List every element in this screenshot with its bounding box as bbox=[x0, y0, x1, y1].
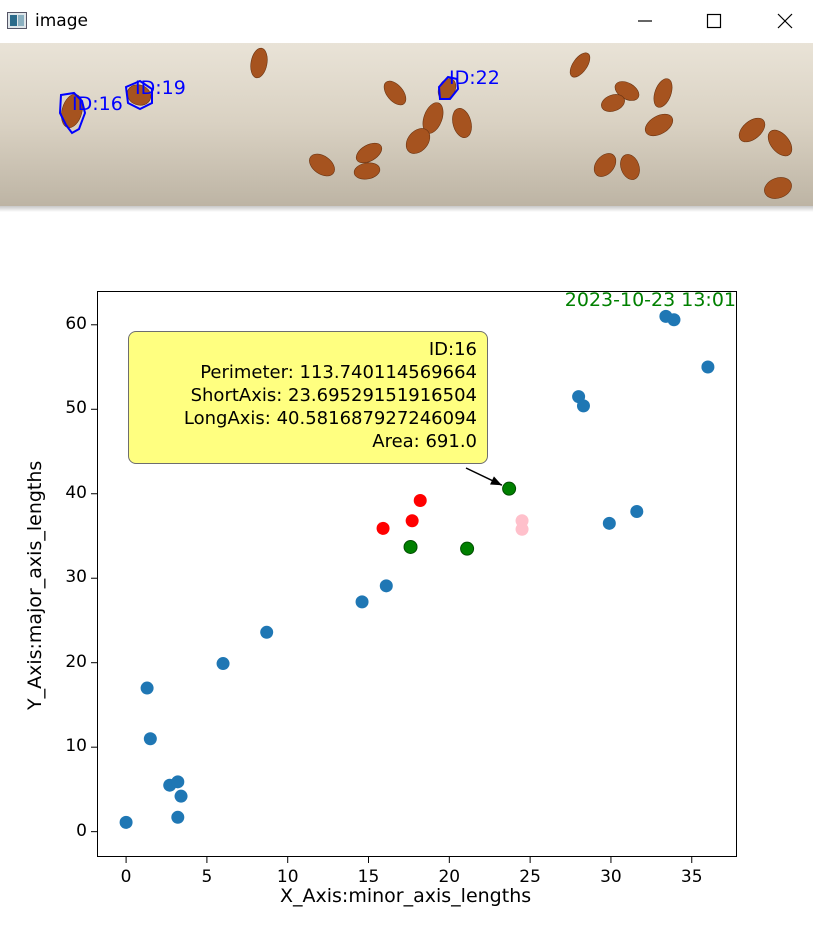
contour-labels: ID:16 ID:19 ID:22 bbox=[72, 67, 500, 115]
seed-photo: ID:16 ID:19 ID:22 bbox=[0, 43, 813, 206]
x-tick-label: 35 bbox=[680, 867, 703, 887]
y-tick-label: 40 bbox=[65, 482, 87, 503]
y-tick-label: 0 bbox=[76, 820, 87, 841]
window-titlebar: image bbox=[0, 0, 813, 43]
x-tick-label: 25 bbox=[519, 867, 541, 887]
contour-label: ID:16 bbox=[72, 93, 123, 115]
contour-label: ID:22 bbox=[449, 67, 500, 89]
tooltip-long-axis: LongAxis: 40.581687927246094 bbox=[183, 408, 477, 429]
axis-ticks bbox=[91, 324, 693, 863]
seed bbox=[126, 84, 152, 106]
tooltip-area: Area: 691.0 bbox=[372, 431, 477, 452]
x-tick-label: 5 bbox=[201, 867, 213, 887]
maximize-button[interactable] bbox=[691, 0, 737, 43]
minimize-button[interactable] bbox=[622, 0, 668, 43]
seed bbox=[764, 177, 792, 199]
tooltip-short-axis: ShortAxis: 23.69529151916504 bbox=[190, 385, 477, 406]
data-point[interactable] bbox=[376, 521, 390, 535]
tooltip-perimeter: Perimeter: 113.740114569664 bbox=[200, 362, 477, 383]
seed bbox=[355, 142, 383, 164]
x-tick-label: 20 bbox=[438, 867, 461, 887]
x-tick-label: 10 bbox=[276, 867, 299, 887]
contour-id19 bbox=[124, 79, 153, 111]
data-point[interactable] bbox=[143, 732, 157, 746]
data-point[interactable] bbox=[355, 595, 369, 609]
seed bbox=[452, 108, 472, 138]
data-point[interactable] bbox=[602, 516, 616, 530]
y-tick-label: 50 bbox=[65, 398, 87, 419]
seed bbox=[250, 47, 268, 79]
seed bbox=[601, 94, 625, 112]
data-point[interactable] bbox=[460, 541, 475, 556]
x-tick-label: 15 bbox=[357, 867, 380, 887]
y-tick-label: 10 bbox=[65, 736, 87, 757]
scatter-plot bbox=[91, 309, 715, 863]
data-point[interactable] bbox=[413, 494, 427, 508]
seed bbox=[353, 162, 381, 180]
arrow-head bbox=[490, 476, 502, 486]
seed bbox=[653, 78, 673, 108]
scatter-figure: 0 5 10 15 20 25 30 35 0 10 20 30 40 50 60 X_Axis:minor… bbox=[0, 212, 813, 925]
seed bbox=[620, 154, 640, 180]
y-tick-label: 30 bbox=[65, 567, 87, 588]
x-tick-label: 0 bbox=[120, 867, 132, 887]
point-tooltip: ID:16 Perimeter: 113.740114569664 ShortA… bbox=[128, 331, 488, 464]
seed-contours bbox=[58, 75, 460, 135]
data-point[interactable] bbox=[576, 399, 590, 413]
tooltip-id: ID:16 bbox=[428, 339, 477, 360]
contour-label: ID:19 bbox=[135, 77, 186, 99]
data-point[interactable] bbox=[630, 504, 644, 518]
plot-area-frame bbox=[97, 291, 737, 857]
data-point[interactable] bbox=[667, 313, 681, 327]
data-point[interactable] bbox=[379, 579, 393, 593]
seed bbox=[383, 80, 407, 106]
data-point[interactable] bbox=[140, 681, 154, 695]
data-point[interactable] bbox=[174, 789, 188, 803]
close-icon bbox=[777, 13, 793, 29]
y-tick-label: 60 bbox=[65, 313, 87, 334]
data-point[interactable] bbox=[216, 657, 230, 671]
data-point[interactable] bbox=[403, 539, 418, 554]
seed bbox=[569, 52, 591, 78]
photo-background bbox=[0, 43, 813, 206]
photo-shadow bbox=[0, 206, 813, 212]
y-tick-label: 20 bbox=[65, 651, 87, 672]
data-point[interactable] bbox=[171, 810, 185, 824]
contour-id22 bbox=[437, 75, 460, 100]
data-point[interactable] bbox=[701, 360, 715, 374]
data-point[interactable] bbox=[515, 522, 529, 536]
close-button[interactable] bbox=[762, 0, 808, 43]
timestamp-annotation: 2023-10-23 13:01 bbox=[564, 289, 736, 311]
x-tick-label: 30 bbox=[600, 867, 622, 887]
seed bbox=[738, 117, 766, 143]
data-point[interactable] bbox=[119, 815, 133, 829]
tooltip-arrow bbox=[465, 467, 503, 486]
seed-group bbox=[61, 47, 793, 199]
contour-id16 bbox=[58, 91, 87, 135]
maximize-icon bbox=[706, 13, 722, 29]
seed bbox=[405, 128, 431, 154]
minimize-icon bbox=[638, 20, 652, 22]
seed bbox=[767, 129, 793, 157]
image-app-icon bbox=[7, 12, 27, 29]
seed bbox=[309, 153, 335, 177]
window-title: image bbox=[35, 11, 88, 31]
seed bbox=[593, 153, 617, 177]
data-point[interactable] bbox=[171, 775, 185, 789]
data-point[interactable] bbox=[260, 625, 274, 639]
data-point[interactable] bbox=[502, 481, 517, 496]
y-axis-label: Y_Axis:major_axis_lengths bbox=[24, 460, 46, 710]
data-points bbox=[119, 309, 715, 829]
data-point[interactable] bbox=[405, 514, 419, 528]
x-axis-label: X_Axis:minor_axis_lengths bbox=[280, 885, 532, 907]
seed bbox=[644, 113, 674, 137]
